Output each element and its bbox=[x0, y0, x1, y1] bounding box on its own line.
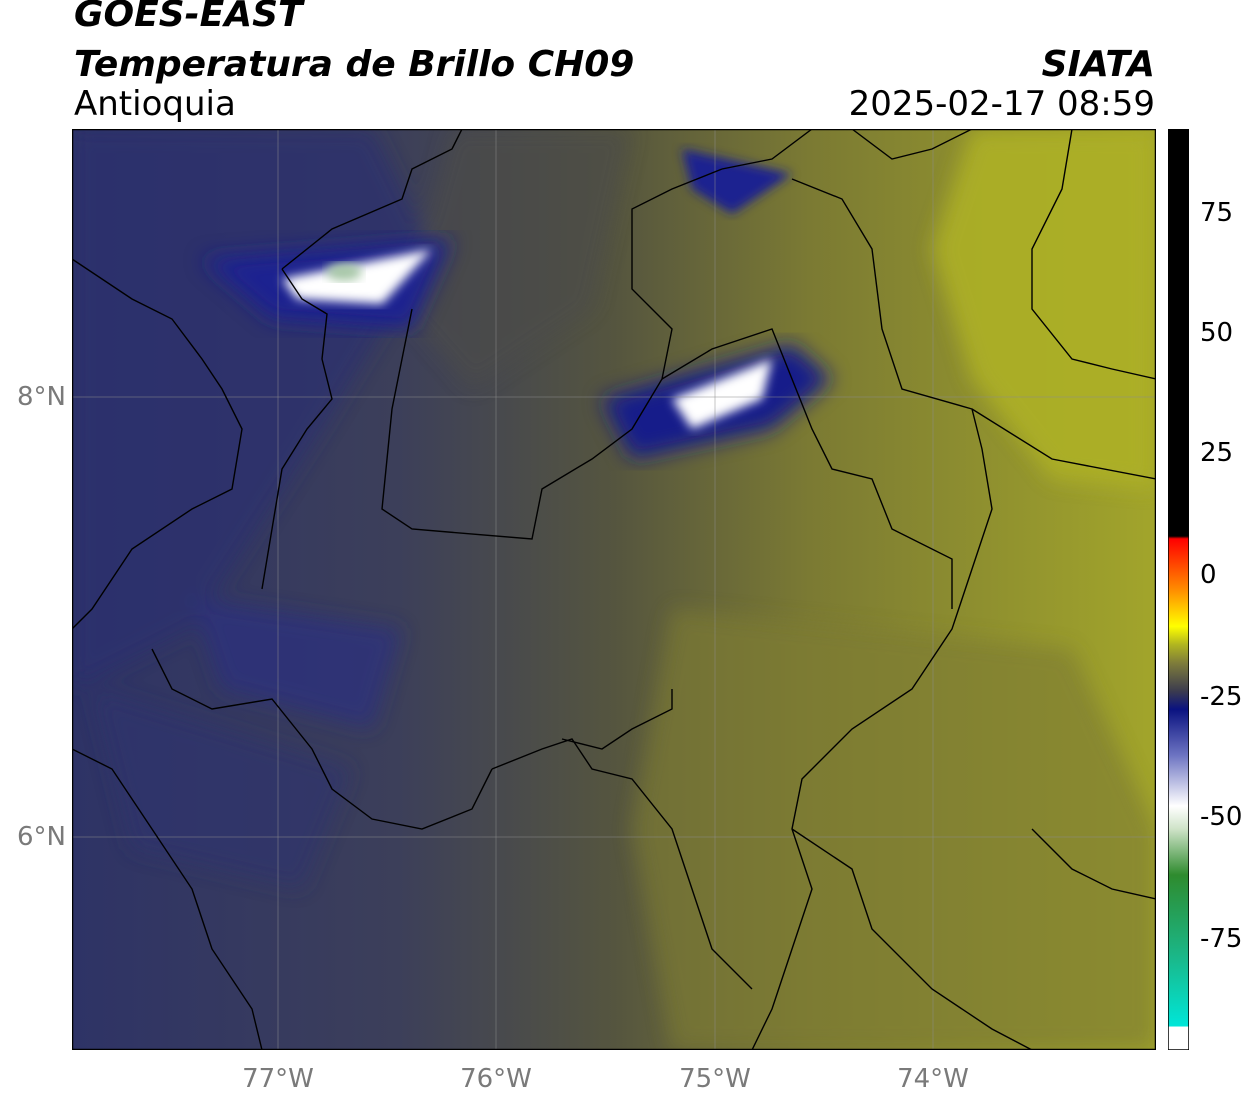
timestamp-label: 2025-02-17 08:59 bbox=[848, 84, 1155, 124]
region-label: Antioquia bbox=[74, 84, 236, 124]
graticule bbox=[72, 129, 1156, 1050]
lon-tick-77w: 77°W bbox=[242, 1064, 314, 1094]
boundaries bbox=[72, 129, 1156, 1050]
lon-tick-76w: 76°W bbox=[460, 1064, 532, 1094]
colorbar-tick-neg25: -25 bbox=[1200, 682, 1243, 712]
brightness-temperature-map bbox=[72, 129, 1156, 1050]
colorbar-tick-neg50: -50 bbox=[1200, 802, 1243, 832]
colorbar-tick-0: 0 bbox=[1200, 560, 1217, 590]
map-field bbox=[72, 129, 1156, 1050]
product-title: Temperatura de Brillo CH09 bbox=[74, 44, 635, 85]
cold-cloud-cluster-central bbox=[602, 344, 832, 459]
lon-tick-74w: 74°W bbox=[897, 1064, 969, 1094]
satellite-title: GOES-EAST bbox=[74, 0, 303, 35]
temperature-colorbar bbox=[1168, 129, 1189, 1050]
lat-tick-8n: 8°N bbox=[17, 382, 66, 412]
organization-label: SIATA bbox=[1041, 44, 1155, 85]
lon-tick-75w: 75°W bbox=[679, 1064, 751, 1094]
colorbar-tick-50: 50 bbox=[1200, 318, 1234, 348]
cold-cloud-cluster-north bbox=[682, 149, 792, 214]
colorbar-tick-neg75: -75 bbox=[1200, 924, 1243, 954]
colorbar-tick-25: 25 bbox=[1200, 438, 1234, 468]
colorbar-tick-75: 75 bbox=[1200, 198, 1234, 228]
cold-cloud-cluster-northwest bbox=[202, 239, 452, 329]
lat-tick-6n: 6°N bbox=[17, 822, 66, 852]
